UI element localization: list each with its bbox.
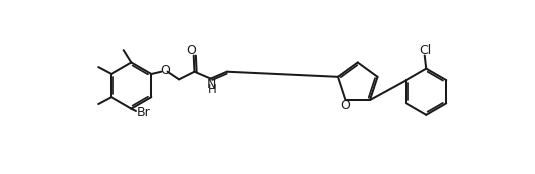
Text: Cl: Cl (419, 44, 432, 57)
Text: Br: Br (137, 106, 150, 119)
Text: N: N (207, 78, 216, 90)
Text: O: O (340, 99, 350, 112)
Text: O: O (160, 64, 170, 77)
Text: H: H (208, 83, 217, 96)
Text: O: O (187, 44, 196, 57)
